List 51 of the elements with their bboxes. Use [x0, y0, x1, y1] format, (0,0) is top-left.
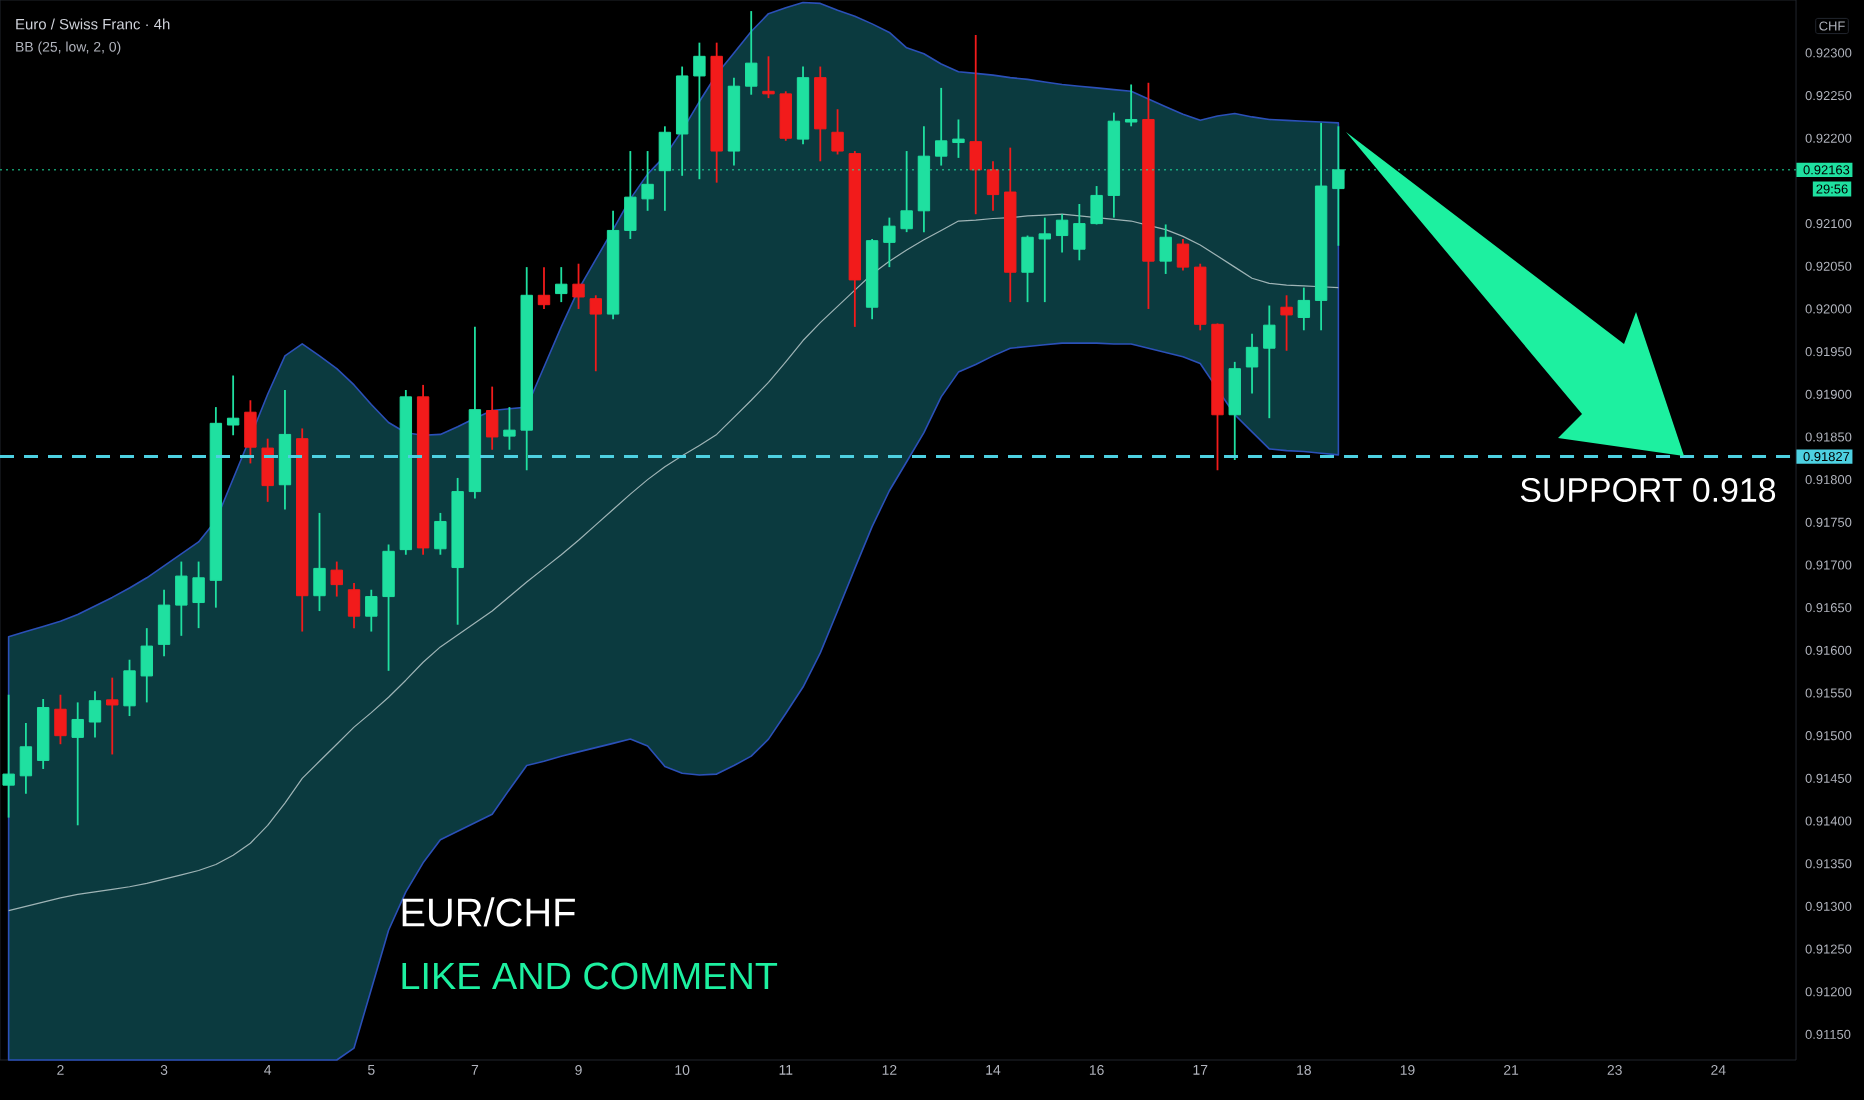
candlestick	[347, 582, 361, 630]
candlestick	[1228, 360, 1241, 461]
candlestick	[589, 294, 602, 373]
candlestick	[1055, 213, 1069, 254]
annotation: SUPPORT 0.918	[1520, 478, 1776, 502]
candlestick	[54, 693, 67, 746]
candlestick	[745, 10, 758, 96]
candlestick	[19, 721, 33, 795]
candlestick	[1280, 294, 1293, 352]
candlestick	[330, 560, 343, 598]
candlestick	[762, 55, 775, 100]
candlestick	[969, 34, 982, 216]
candlestick	[382, 543, 395, 672]
candlestick	[261, 437, 274, 503]
candlestick	[313, 512, 326, 612]
candlestick	[986, 160, 1000, 212]
candlestick	[779, 90, 792, 142]
candlestick	[1073, 203, 1086, 262]
candlestick	[1159, 223, 1172, 275]
candlestick	[192, 560, 205, 630]
candlestick	[244, 399, 257, 465]
candlestick	[1038, 216, 1051, 304]
candlestick	[226, 374, 240, 437]
annotation: EUR/CHF	[402, 897, 575, 927]
candlestick	[831, 108, 844, 156]
candlestick	[537, 266, 551, 310]
candlestick	[157, 588, 171, 658]
candlestick	[106, 676, 119, 756]
candlestick	[175, 560, 188, 637]
candlestick	[434, 512, 447, 556]
candlestick	[952, 118, 965, 159]
candlestick	[123, 658, 136, 717]
candlestick	[883, 216, 896, 269]
candlestick	[555, 266, 568, 304]
candlestick	[503, 406, 516, 451]
candlestick	[1297, 286, 1311, 332]
candlestick	[485, 385, 499, 451]
candlestick	[2, 693, 15, 819]
candlestick	[365, 588, 378, 633]
candlestick	[934, 87, 948, 167]
candlestick	[88, 690, 102, 739]
candlestick	[1124, 83, 1138, 128]
candlestick	[71, 701, 84, 827]
candlestick	[1090, 185, 1103, 226]
candlestick	[1245, 332, 1259, 395]
candlestick	[1021, 234, 1034, 304]
candlestick	[572, 262, 585, 310]
candlestick	[140, 627, 153, 704]
candlestick	[1263, 304, 1276, 420]
annotation: LIKE AND COMMENT	[402, 962, 778, 990]
candlestick	[1176, 238, 1190, 272]
